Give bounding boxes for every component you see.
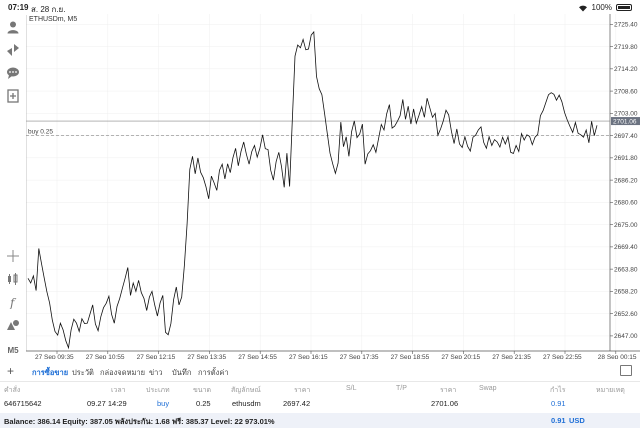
col-profit: กำไร <box>550 387 566 394</box>
row-profit: 0.91 <box>551 399 566 408</box>
y-tick-label: 2652.60 <box>614 311 638 318</box>
price-series-line <box>27 30 598 350</box>
current-price-text: 2701.06 <box>613 118 637 125</box>
col-price2: ราคา <box>440 387 457 394</box>
x-tick-label: 27 Sep 21:35 <box>492 354 531 359</box>
x-tick-label: 27 Sep 09:35 <box>35 354 74 359</box>
y-tick-label: 2714.20 <box>614 66 638 73</box>
balance-bar: Balance: 386.14 Equity: 387.05 พลังประกั… <box>0 413 640 428</box>
y-tick-label: 2669.40 <box>614 244 638 251</box>
col-swap: Swap <box>479 385 497 392</box>
function-icon[interactable]: f <box>4 293 22 311</box>
crosshair-icon[interactable] <box>4 247 22 265</box>
candles-icon[interactable] <box>4 270 22 288</box>
col-sl: S/L <box>346 385 357 392</box>
row-volume: 0.25 <box>196 399 211 408</box>
terminal-tabs: + การซื้อขาย ประวัติ กล่องจดหมาย ข่าว บั… <box>0 363 640 382</box>
x-tick-label: 27 Sep 17:35 <box>340 354 379 359</box>
x-tick-label: 27 Sep 22:55 <box>543 354 582 359</box>
x-tick-label: 28 Sep 00:15 <box>598 354 637 359</box>
row-price: 2697.42 <box>283 399 311 408</box>
x-tick-label: 27 Sep 10:55 <box>86 354 125 359</box>
tab-mailbox[interactable]: กล่องจดหมาย <box>100 368 146 377</box>
row-current-price: 2701.06 <box>431 399 459 408</box>
y-tick-label: 2697.40 <box>614 133 638 140</box>
y-tick-label: 2691.80 <box>614 155 638 162</box>
y-tick-label: 2647.00 <box>614 333 638 340</box>
position-row[interactable]: 646715642 09.27 14:29 buy 0.25 ethusdm 2… <box>0 396 640 410</box>
x-tick-label: 27 Sep 16:15 <box>289 354 328 359</box>
row-time: 09.27 14:29 <box>87 399 127 408</box>
tab-settings[interactable]: การตั้งค่า <box>198 368 229 377</box>
panel-menu-icon[interactable] <box>620 365 632 376</box>
col-ticket: คำสั่ง <box>4 387 21 394</box>
add-icon[interactable]: + <box>7 364 15 378</box>
col-time: เวลา <box>111 387 126 394</box>
y-tick-label: 2675.00 <box>614 222 638 229</box>
x-tick-label: 27 Sep 13:35 <box>187 354 226 359</box>
add-object-icon[interactable] <box>4 87 22 105</box>
tab-history[interactable]: ประวัติ <box>72 368 94 377</box>
trade-icon[interactable] <box>4 41 22 59</box>
y-tick-label: 2725.40 <box>614 22 638 29</box>
col-price: ราคา <box>294 387 311 394</box>
x-tick-label: 27 Sep 14:55 <box>238 354 277 359</box>
chat-icon[interactable] <box>4 64 22 82</box>
order-level-label: buy 0.25 <box>28 129 53 136</box>
total-profit: 0.91 <box>551 416 566 425</box>
x-tick-label: 27 Sep 12:15 <box>137 354 176 359</box>
objects-icon[interactable] <box>4 316 22 334</box>
y-tick-label: 2686.20 <box>614 177 638 184</box>
price-axis: 2725.40 2719.80 2714.20 2708.60 2703.00 2697.… <box>610 22 638 340</box>
user-icon[interactable] <box>4 18 22 36</box>
status-time: 07:19 <box>8 3 29 12</box>
y-tick-label: 2658.20 <box>614 289 638 296</box>
chart-toolbar: f M5 <box>0 14 26 359</box>
battery-percent: 100% <box>591 3 612 12</box>
price-chart[interactable]: 2725.40 2719.80 2714.20 2708.60 2703.00 2697.… <box>26 14 640 359</box>
battery-icon <box>616 4 632 11</box>
time-axis: 27 Sep 09:35 27 Sep 10:55 27 Sep 12:15 27 S… <box>35 351 637 359</box>
positions-header: คำสั่ง เวลา ประเภท ขนาด สัญลักษณ์ ราคา S… <box>0 381 640 394</box>
status-date: ส. 28 ก.ย. <box>31 5 66 14</box>
col-type: ประเภท <box>146 387 170 394</box>
tab-news[interactable]: ข่าว <box>149 368 163 377</box>
y-tick-label: 2680.60 <box>614 200 638 207</box>
chart-symbol-title: ETHUSDm, M5 <box>29 16 78 23</box>
y-tick-label: 2663.80 <box>614 266 638 273</box>
x-tick-label: 27 Sep 18:55 <box>391 354 430 359</box>
svg-text:f: f <box>9 296 17 309</box>
row-symbol: ethusdm <box>232 399 261 408</box>
chart-canvas[interactable]: 2725.40 2719.80 2714.20 2708.60 2703.00 2697.… <box>26 14 640 359</box>
status-bar: 07:19 ส. 28 ก.ย. 100% <box>0 0 640 14</box>
status-right: 100% <box>578 3 632 12</box>
timeframe-button[interactable]: M5 <box>7 345 19 355</box>
chart-grid <box>26 14 617 351</box>
y-tick-label: 2708.60 <box>614 88 638 95</box>
y-tick-label: 2719.80 <box>614 44 638 51</box>
y-tick-label: 2703.00 <box>614 111 638 118</box>
tab-journal[interactable]: บันทึก <box>172 368 192 377</box>
balance-summary: Balance: 386.14 Equity: 387.05 พลังประกั… <box>4 417 275 426</box>
row-ticket: 646715642 <box>4 399 42 408</box>
row-type: buy <box>157 399 170 408</box>
x-tick-label: 27 Sep 20:15 <box>441 354 480 359</box>
account-currency: USD <box>569 416 585 425</box>
col-tp: T/P <box>396 385 407 392</box>
col-volume: ขนาด <box>193 387 212 394</box>
tab-trade[interactable]: การซื้อขาย <box>32 367 69 382</box>
col-symbol: สัญลักษณ์ <box>231 387 261 394</box>
col-comment: หมายเหตุ <box>596 387 625 394</box>
current-price-tag <box>611 117 640 126</box>
wifi-icon <box>578 5 587 11</box>
